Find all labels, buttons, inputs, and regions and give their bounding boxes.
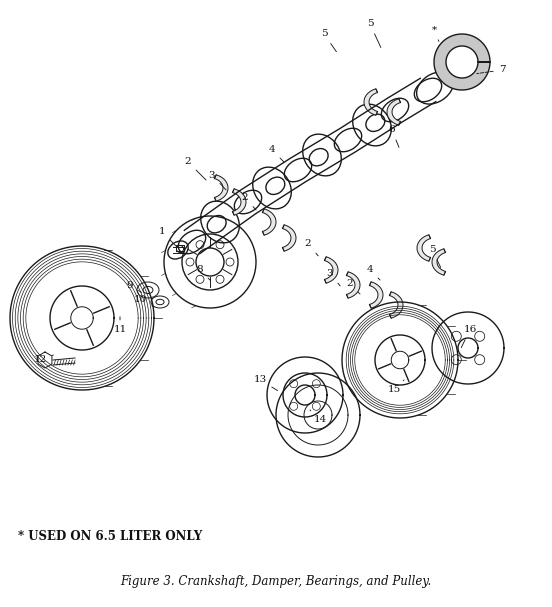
- Text: 2: 2: [185, 157, 206, 180]
- Text: * USED ON 6.5 LITER ONLY: * USED ON 6.5 LITER ONLY: [18, 530, 202, 543]
- Text: 14: 14: [310, 410, 327, 424]
- Text: 12: 12: [33, 355, 54, 364]
- Text: 11: 11: [113, 317, 126, 334]
- Polygon shape: [369, 282, 383, 308]
- Polygon shape: [232, 189, 246, 215]
- Polygon shape: [364, 89, 378, 115]
- Text: Figure 3. Crankshaft, Damper, Bearings, and Pulley.: Figure 3. Crankshaft, Damper, Bearings, …: [120, 575, 432, 588]
- Polygon shape: [347, 272, 360, 298]
- Text: *: *: [432, 25, 439, 41]
- Text: 4: 4: [269, 146, 284, 162]
- Polygon shape: [432, 249, 445, 275]
- Polygon shape: [325, 257, 338, 283]
- Polygon shape: [262, 209, 276, 235]
- Text: 4: 4: [367, 265, 380, 280]
- Polygon shape: [434, 34, 490, 90]
- Text: 2: 2: [347, 279, 360, 294]
- Text: 5: 5: [321, 30, 336, 52]
- Text: 16: 16: [461, 325, 476, 348]
- Polygon shape: [387, 99, 401, 125]
- Text: 10: 10: [134, 296, 154, 307]
- Text: 3: 3: [209, 171, 226, 190]
- Text: 13: 13: [253, 376, 278, 390]
- Text: 6: 6: [389, 126, 399, 148]
- Polygon shape: [389, 292, 403, 318]
- Text: 5: 5: [367, 19, 381, 47]
- Text: 15: 15: [388, 380, 404, 395]
- Text: 1: 1: [158, 228, 176, 246]
- Text: 5: 5: [429, 245, 440, 268]
- Text: 9: 9: [127, 280, 142, 293]
- Text: 7: 7: [477, 66, 505, 75]
- Text: 3: 3: [327, 270, 340, 286]
- Text: 8: 8: [197, 265, 210, 280]
- Polygon shape: [214, 175, 228, 201]
- Polygon shape: [283, 225, 296, 251]
- Text: 2: 2: [242, 194, 256, 210]
- Polygon shape: [417, 235, 431, 261]
- Text: 2: 2: [305, 240, 318, 256]
